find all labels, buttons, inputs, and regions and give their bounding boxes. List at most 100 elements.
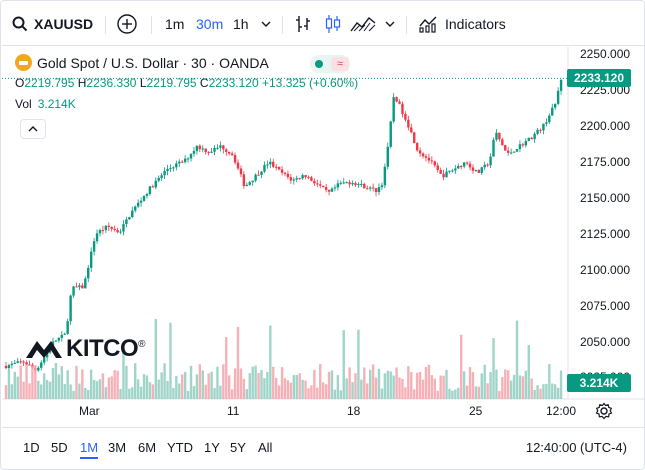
volume-bar [536,385,539,399]
candle-body [527,137,530,142]
candle-body [507,150,510,153]
candle-body [477,169,481,173]
range-all[interactable]: All [258,440,273,455]
range-1d[interactable]: 1D [23,440,40,455]
indicators-button[interactable]: Indicators [418,12,506,36]
ohlc-values: O2219.795 H2236.330 L2219.795 C2233.120 … [15,76,358,90]
range-1y[interactable]: 1Y [204,440,220,455]
symbol-search[interactable]: XAUUSD [12,12,93,36]
candle-body [295,178,298,180]
range-6m[interactable]: 6M [138,440,157,455]
volume-bar [233,368,237,399]
volume-bar [40,384,43,399]
candle-body [498,132,501,140]
volume-bar [228,375,231,399]
candle-body [89,251,93,268]
volume-bar [492,338,495,399]
volume-bar [210,371,213,399]
volume-bar [189,365,193,399]
volume-bar [310,385,313,399]
volume-bar [175,375,178,399]
volume-bar [383,373,387,399]
interval-30m[interactable]: 30m [196,16,224,32]
candle-body [69,295,72,322]
settings-button[interactable] [595,402,613,425]
volume-bar [104,387,108,399]
candle-body [319,184,322,186]
volume-bar [392,375,395,399]
candle-body [465,162,469,164]
candle-body [539,129,542,131]
interval-1m[interactable]: 1m [165,16,185,32]
candle-body [427,157,431,161]
collapse-legend-button[interactable] [20,119,46,139]
candle-body [504,145,507,151]
range-ytd[interactable]: YTD [167,440,193,455]
volume-bar [480,373,483,399]
volume-bar [424,367,428,399]
candle-body [468,163,472,168]
volume-bar [316,387,319,399]
chart-style-dropdown[interactable] [384,12,396,36]
candle-body [72,286,75,296]
volume-bar [181,374,184,399]
candle-body [360,183,363,185]
volume-bar [45,379,49,399]
candle-body [192,151,196,154]
range-3m[interactable]: 3M [108,440,127,455]
candle-body [75,286,78,288]
candles-style-button[interactable] [323,12,343,36]
candle-body [157,177,160,181]
candle-body [178,161,181,164]
candle-body [233,155,237,163]
volume-bar [457,387,460,399]
price-axis[interactable]: 2250.000 2225.000 2200.000 2175.000 2150.000… [569,47,645,399]
toolbar-divider [282,16,283,34]
kitco-text: KITCO [66,335,139,362]
clock-timezone[interactable]: 12:40:00 (UTC-4) [525,440,627,455]
price-tick: 2100.000 [580,262,631,277]
volume-bar [509,380,513,399]
candle-body [442,173,445,178]
market-status-badge[interactable]: ≈ [310,55,350,73]
volume-bar [448,388,451,399]
volume-bar [122,351,125,399]
volume-bar [172,388,175,399]
candle-body [113,228,116,231]
toolbar-divider [406,16,407,34]
range-5d[interactable]: 5D [51,440,68,455]
range-5y[interactable]: 5Y [230,440,246,455]
range-1m[interactable]: 1M [80,440,99,459]
price-chart[interactable] [2,47,645,427]
volume-bar [266,372,269,399]
gear-icon [595,402,613,420]
area-style-button[interactable] [350,12,376,36]
interval-dropdown[interactable] [260,12,272,36]
candle-body [210,151,213,153]
volume-bar [451,390,454,399]
volume-bar [25,364,28,399]
volume-axis-label: 3.214K [567,374,631,392]
volume-bar [304,380,307,399]
compare-button[interactable] [116,12,138,36]
volume-bar [101,373,105,399]
volume-bar [530,378,533,399]
volume-bar [274,377,278,399]
candle-body [471,167,475,171]
volume-bar [377,368,381,399]
candle-body [204,148,207,153]
candle-body [139,200,143,203]
candle-body [307,177,310,179]
candle-body [530,137,533,140]
volume-bar [4,385,8,399]
volume-bar [351,382,354,399]
price-tick: 2150.000 [580,190,631,205]
volume-bar [204,384,207,399]
bar-style-button[interactable] [294,12,312,36]
volume-bar [134,363,137,399]
volume-bar [330,370,334,399]
candle-body [66,321,69,334]
candles-icon [325,15,341,33]
candle-body [110,226,113,229]
interval-1h[interactable]: 1h [233,16,249,32]
